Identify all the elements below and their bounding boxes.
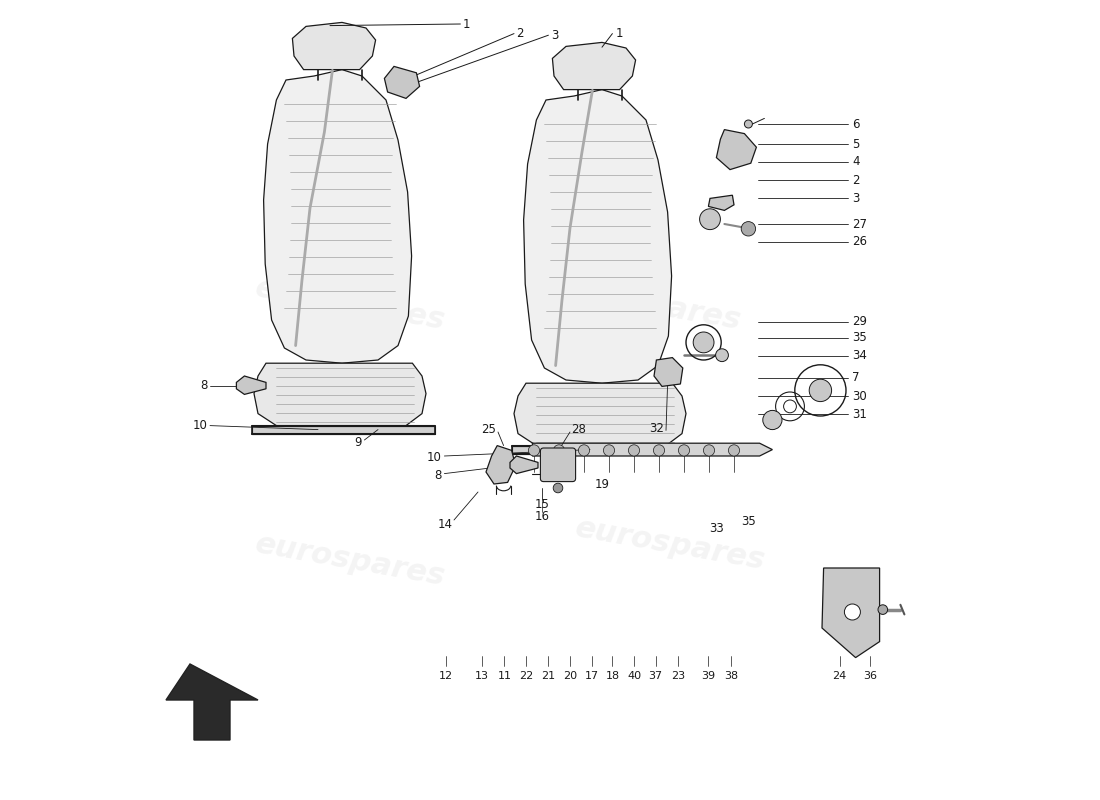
Polygon shape (513, 446, 746, 454)
Text: 10: 10 (427, 451, 442, 464)
Text: 6: 6 (852, 118, 860, 130)
Text: 35: 35 (852, 331, 867, 344)
Text: 27: 27 (852, 218, 868, 230)
Polygon shape (532, 443, 772, 456)
Circle shape (653, 445, 664, 456)
Polygon shape (166, 664, 258, 740)
Circle shape (579, 445, 590, 456)
Polygon shape (236, 376, 266, 394)
Polygon shape (514, 383, 686, 446)
Polygon shape (552, 42, 636, 90)
Text: 2: 2 (516, 27, 524, 40)
Polygon shape (654, 358, 683, 386)
Polygon shape (510, 456, 538, 474)
Text: 18: 18 (605, 671, 619, 681)
Text: 34: 34 (852, 350, 867, 362)
Text: 32: 32 (649, 422, 664, 434)
Text: 24: 24 (833, 671, 847, 681)
Text: 29: 29 (852, 315, 868, 328)
Text: eurospares: eurospares (253, 273, 448, 335)
Polygon shape (708, 195, 734, 210)
Text: 31: 31 (852, 408, 867, 421)
Text: 8: 8 (434, 469, 442, 482)
Text: 4: 4 (852, 155, 860, 168)
Text: 3: 3 (852, 192, 860, 205)
Text: 22: 22 (519, 671, 534, 681)
Circle shape (728, 445, 739, 456)
Text: 16: 16 (535, 510, 550, 522)
Polygon shape (252, 426, 434, 434)
Circle shape (703, 445, 715, 456)
Text: 26: 26 (852, 235, 868, 248)
Text: 5: 5 (852, 138, 860, 150)
Text: 20: 20 (563, 671, 578, 681)
Circle shape (762, 410, 782, 430)
Text: 10: 10 (192, 419, 208, 432)
Circle shape (845, 604, 860, 620)
Text: 33: 33 (710, 522, 724, 534)
Text: 11: 11 (497, 671, 512, 681)
Text: 30: 30 (852, 390, 867, 402)
Text: 40: 40 (627, 671, 641, 681)
Text: eurospares: eurospares (573, 513, 768, 575)
Text: 7: 7 (852, 371, 860, 384)
Text: 19: 19 (594, 478, 609, 490)
Text: 36: 36 (864, 671, 877, 681)
Circle shape (810, 379, 832, 402)
Text: 35: 35 (741, 515, 756, 528)
Text: 15: 15 (535, 498, 549, 510)
Text: 38: 38 (724, 671, 738, 681)
Circle shape (528, 445, 540, 456)
Circle shape (878, 605, 888, 614)
Text: 1: 1 (463, 18, 471, 30)
FancyBboxPatch shape (540, 448, 575, 482)
Text: 2: 2 (852, 174, 860, 186)
Circle shape (716, 349, 728, 362)
Text: 8: 8 (200, 379, 208, 392)
Polygon shape (384, 66, 419, 98)
Circle shape (553, 483, 563, 493)
Text: 39: 39 (702, 671, 715, 681)
Circle shape (628, 445, 639, 456)
Text: 37: 37 (649, 671, 662, 681)
Text: 17: 17 (584, 671, 598, 681)
Text: 3: 3 (551, 29, 559, 42)
Text: 1: 1 (616, 27, 623, 40)
Circle shape (700, 209, 720, 230)
Polygon shape (293, 22, 375, 70)
Text: 14: 14 (438, 518, 452, 530)
Polygon shape (264, 70, 411, 363)
Circle shape (679, 445, 690, 456)
Text: 23: 23 (671, 671, 685, 681)
Polygon shape (524, 90, 672, 383)
Text: 9: 9 (354, 436, 362, 449)
Text: 25: 25 (481, 423, 496, 436)
Circle shape (745, 120, 752, 128)
Text: 28: 28 (572, 423, 586, 436)
Circle shape (693, 332, 714, 353)
Polygon shape (254, 363, 426, 426)
Polygon shape (716, 130, 757, 170)
Text: 13: 13 (475, 671, 490, 681)
Circle shape (553, 445, 564, 456)
Polygon shape (486, 446, 516, 484)
Text: 12: 12 (439, 671, 453, 681)
Text: 21: 21 (541, 671, 556, 681)
Circle shape (604, 445, 615, 456)
Circle shape (741, 222, 756, 236)
Polygon shape (822, 568, 880, 658)
Text: eurospares: eurospares (549, 273, 744, 335)
Text: eurospares: eurospares (253, 529, 448, 591)
Circle shape (783, 400, 796, 413)
